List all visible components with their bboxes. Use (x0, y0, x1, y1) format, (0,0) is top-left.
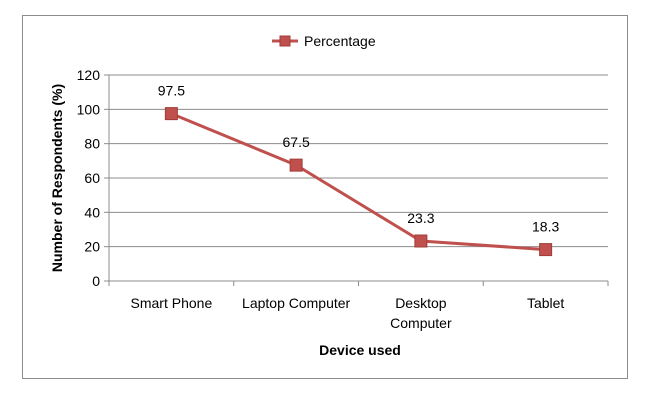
y-tick-label: 0 (92, 273, 100, 289)
data-point (289, 158, 303, 172)
data-point (539, 243, 553, 257)
legend-marker (279, 35, 291, 47)
y-axis-title: Number of Respondents (%) (49, 84, 65, 272)
data-point (414, 234, 428, 248)
y-tick-labels: 0 20 40 60 80 100 120 (77, 67, 101, 289)
x-tick-label: Desktop (395, 295, 447, 311)
y-tick-label: 20 (84, 239, 100, 255)
x-tick-label: Laptop Computer (242, 295, 351, 311)
series-percentage (164, 107, 553, 257)
data-label: 97.5 (158, 83, 185, 99)
data-label: 67.5 (283, 134, 310, 150)
y-tick-label: 100 (77, 101, 101, 117)
y-tick-label: 60 (84, 170, 100, 186)
axes (104, 74, 609, 286)
y-tick-label: 120 (77, 67, 101, 83)
data-label: 18.3 (532, 219, 559, 235)
x-tick-labels: Smart Phone Laptop Computer Desktop Compute… (131, 295, 565, 331)
x-tick-label: Computer (390, 315, 452, 331)
x-axis-title: Device used (319, 342, 401, 358)
data-label: 23.3 (407, 210, 434, 226)
chart-frame (22, 15, 628, 379)
x-tick-label: Tablet (527, 295, 564, 311)
legend: Percentage (272, 33, 376, 49)
data-labels: 97.5 67.5 23.3 18.3 (158, 83, 560, 235)
data-point (164, 107, 178, 121)
x-tick-label: Smart Phone (131, 295, 213, 311)
y-tick-label: 80 (84, 136, 100, 152)
series-line (170, 112, 546, 252)
legend-label: Percentage (304, 33, 376, 49)
y-tick-label: 40 (84, 204, 100, 220)
